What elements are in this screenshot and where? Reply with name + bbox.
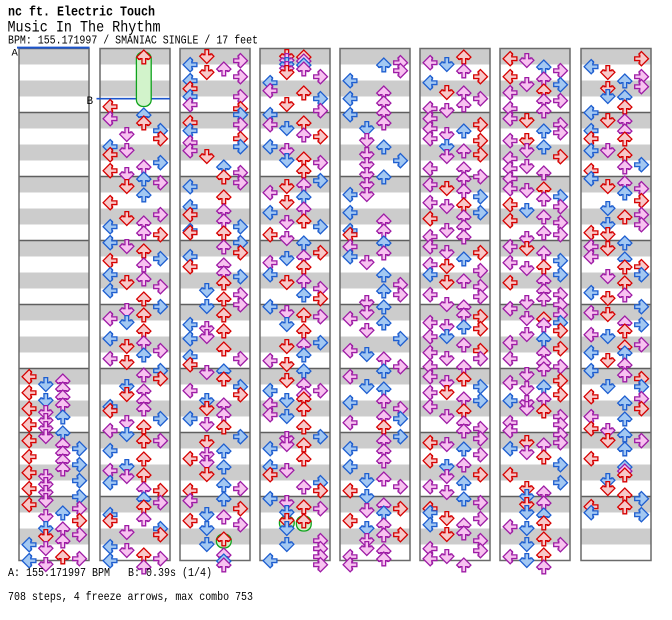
- svg-text:B: B: [87, 96, 94, 108]
- svg-text:B: 0.39s (1/4): B: 0.39s (1/4): [128, 566, 212, 580]
- svg-text:BPM: 155.171997 / SMANIAC SING: BPM: 155.171997 / SMANIAC SINGLE / 17 fe…: [8, 34, 258, 48]
- svg-text:708 steps, 4 freeze arrows, ma: 708 steps, 4 freeze arrows, max combo 75…: [8, 590, 253, 604]
- svg-text:Music In The Rhythm: Music In The Rhythm: [8, 19, 161, 37]
- svg-text:nc ft. Electric Touch: nc ft. Electric Touch: [8, 5, 155, 21]
- svg-text:A: 155.171997 BPM: A: 155.171997 BPM: [8, 566, 110, 580]
- svg-text:A: A: [12, 48, 19, 60]
